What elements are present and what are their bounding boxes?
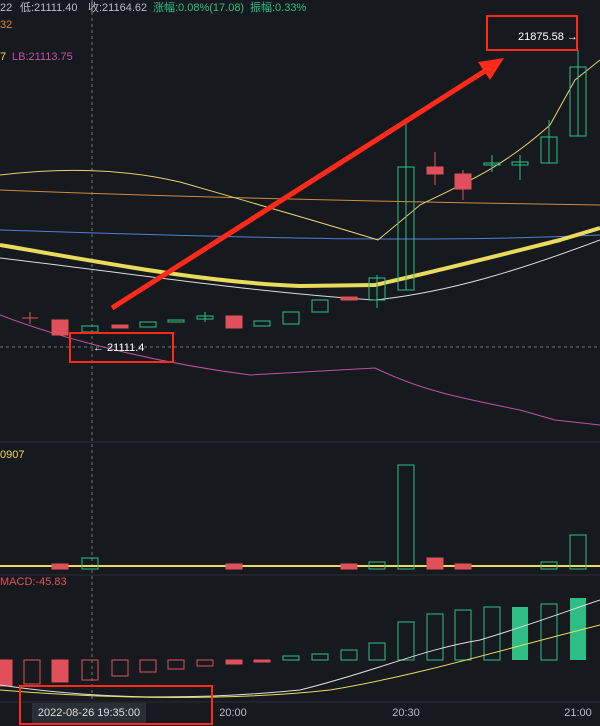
ma-blue <box>0 229 600 240</box>
header-change: 涨幅:0.08%(17.08) <box>153 1 244 14</box>
ma-thick <box>0 226 600 289</box>
x-tick-label: 21:00 <box>564 707 592 719</box>
cursor-time: 2022-08-26 19:35:00 <box>38 707 140 719</box>
lb-label: LB:21113.75 <box>12 51 73 63</box>
high-price-label: 21875.58 → <box>518 31 578 43</box>
header-close: 收:21164.62 <box>88 0 147 14</box>
indicator-lines <box>0 59 600 426</box>
arrow-head <box>478 58 504 80</box>
x-tick-label: 20:30 <box>392 707 420 719</box>
macd-label: MACD:-45.83 <box>0 576 67 588</box>
boll-low <box>0 314 600 426</box>
highlight-box <box>69 332 174 363</box>
boll-label: 7 <box>0 51 6 63</box>
candles <box>22 50 587 336</box>
volume-label: 0907 <box>0 449 24 461</box>
ma-label: 32 <box>0 19 12 31</box>
header-high: 22 <box>0 2 12 14</box>
low-price-label: ← 21111.4 <box>93 342 144 354</box>
ma-orange <box>0 189 600 206</box>
highlight-box <box>486 15 578 51</box>
x-tick-label: 20:00 <box>219 707 247 719</box>
boll-up <box>0 59 600 241</box>
highlight-box <box>19 685 213 725</box>
cursor-time-bg <box>32 703 146 723</box>
arrow-shaft <box>110 66 490 311</box>
header-amplitude: 振幅:0.33% <box>250 0 306 14</box>
volume-bars <box>0 464 600 570</box>
header-low: 低:21111.40 <box>20 1 78 14</box>
macd-bars <box>0 598 600 698</box>
